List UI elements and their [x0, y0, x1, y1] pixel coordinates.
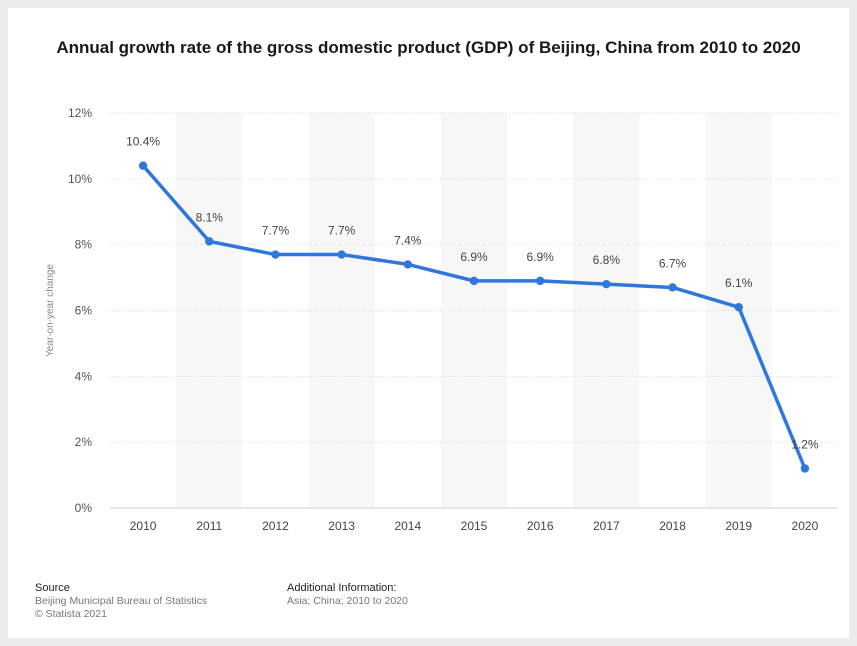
additional-info-block: Additional Information: Asia; China; 201…: [287, 582, 408, 608]
chart-card: Annual growth rate of the gross domestic…: [8, 8, 849, 638]
data-point: [734, 303, 743, 312]
x-tick-label: 2013: [328, 519, 355, 533]
y-tick-label: 8%: [75, 238, 93, 252]
x-tick-label: 2019: [725, 519, 752, 533]
x-tick-label: 2020: [792, 519, 819, 533]
additional-info-text: Asia; China; 2010 to 2020: [287, 595, 408, 607]
data-point: [337, 250, 346, 259]
y-tick-label: 4%: [75, 369, 93, 383]
data-point: [535, 276, 545, 286]
data-point: [271, 250, 280, 259]
chart-title: Annual growth rate of the gross domestic…: [56, 38, 801, 57]
x-tick-label: 2016: [527, 519, 554, 533]
y-tick-label: 0%: [75, 501, 93, 515]
data-label: 10.4%: [126, 135, 160, 149]
copyright-text: © Statista 2021: [35, 608, 107, 620]
data-label: 6.7%: [659, 256, 687, 270]
x-tick-label: 2018: [659, 519, 686, 533]
x-tick-label: 2015: [461, 519, 488, 533]
data-label: 7.4%: [394, 233, 422, 247]
data-label: 6.9%: [460, 250, 488, 264]
data-point: [403, 260, 413, 269]
data-point: [469, 276, 479, 286]
y-tick-label: 12%: [68, 106, 92, 120]
y-tick-label: 10%: [68, 172, 92, 186]
data-label: 7.7%: [328, 224, 356, 238]
data-label: 6.1%: [725, 276, 753, 290]
data-point: [668, 283, 677, 292]
x-tick-label: 2011: [196, 519, 222, 533]
x-tick-label: 2012: [262, 519, 289, 533]
data-point: [138, 161, 148, 170]
data-point: [800, 464, 810, 473]
source-name: Beijing Municipal Bureau of Statistics: [35, 595, 208, 607]
y-tick-label: 6%: [75, 304, 93, 318]
line-chart: 0% 2% 4% 6% 8% 10% 12% 2010 2011 2012 2013 2014 2015…: [45, 106, 838, 533]
x-tick-label: 2010: [130, 519, 157, 533]
data-label: 1.2%: [791, 438, 819, 452]
data-label: 8.1%: [196, 210, 224, 224]
data-label: 7.7%: [262, 224, 290, 238]
data-point: [205, 237, 214, 246]
x-tick-label: 2017: [593, 519, 620, 533]
y-axis-label: Year-on-year change: [45, 264, 56, 357]
y-tick-label: 2%: [75, 435, 93, 449]
x-tick-label: 2014: [394, 519, 421, 533]
data-label: 6.8%: [593, 253, 621, 267]
source-block: Source Beijing Municipal Bureau of Stati…: [35, 582, 207, 621]
additional-info-label: Additional Information:: [287, 582, 397, 594]
source-label: Source: [35, 582, 70, 594]
data-label: 6.9%: [527, 250, 555, 264]
data-point: [602, 279, 611, 289]
